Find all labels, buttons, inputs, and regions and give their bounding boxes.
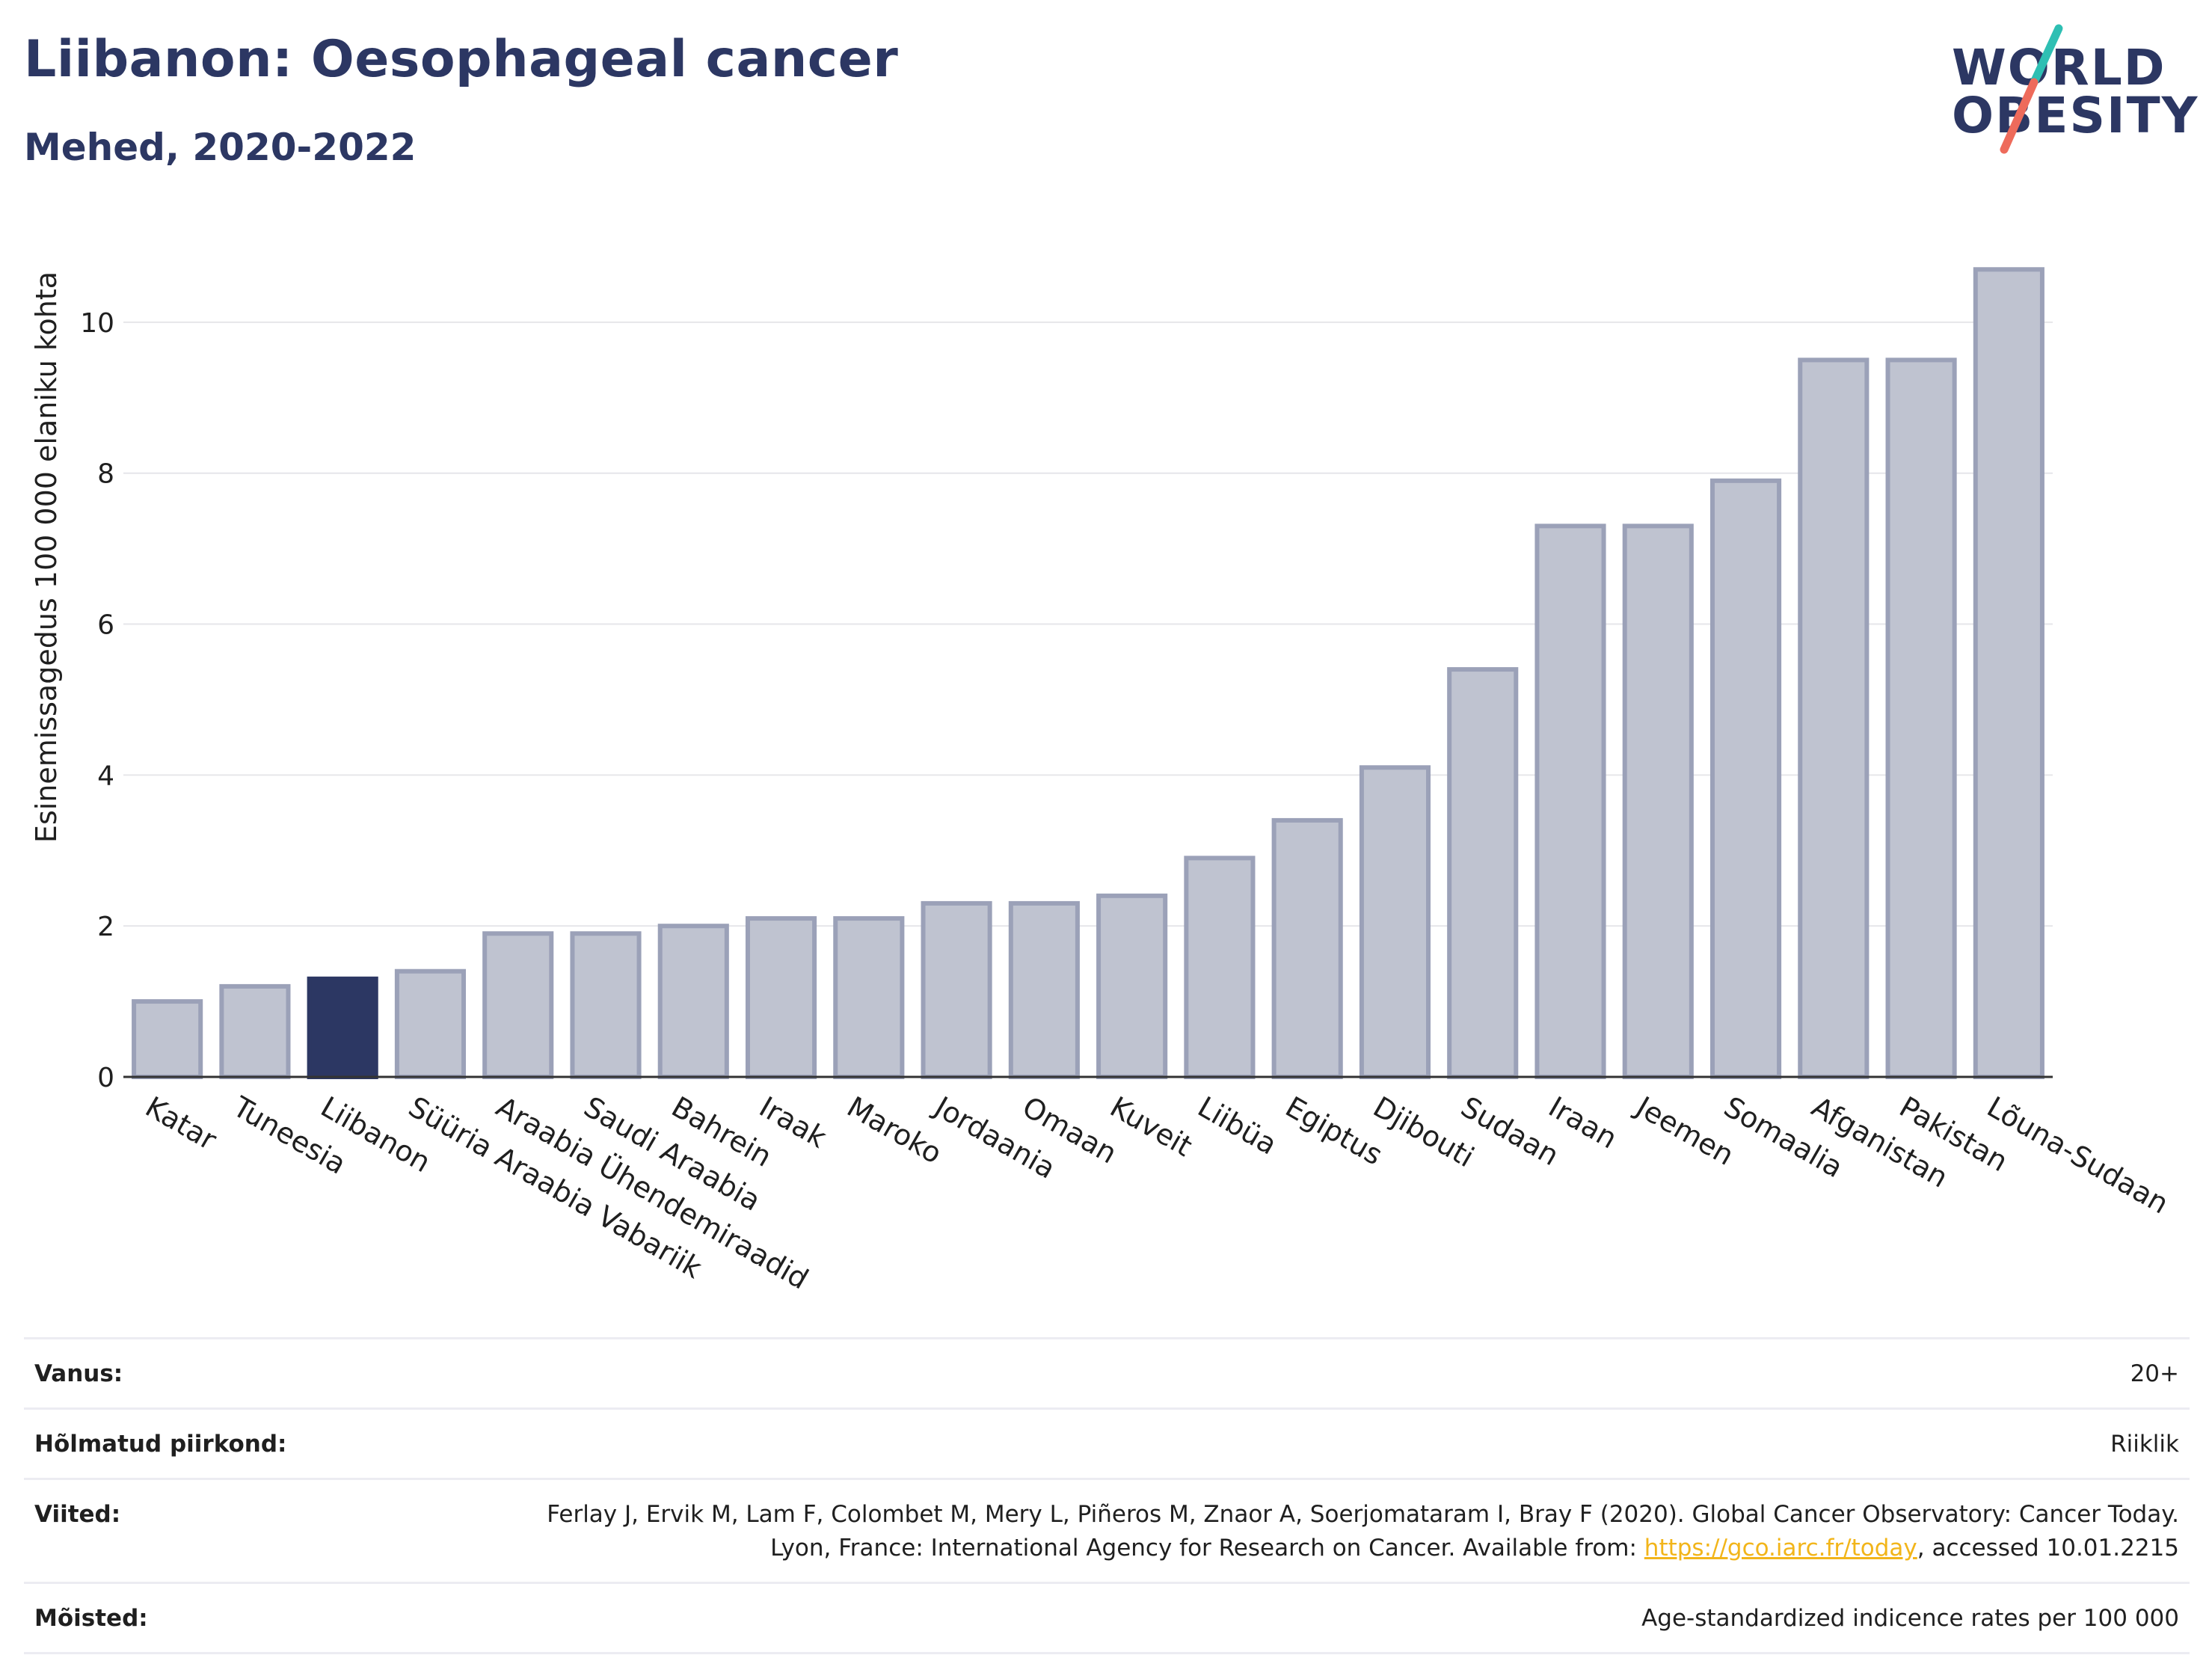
bar — [1359, 765, 1431, 1079]
bar — [921, 900, 992, 1080]
y-tick-label: 4 — [97, 761, 114, 791]
bars — [132, 267, 2044, 1080]
bar — [1709, 478, 1782, 1079]
info-value: 20+ — [2130, 1360, 2179, 1387]
logo-text-line2: OBESITY — [1952, 87, 2199, 144]
bar — [132, 999, 203, 1080]
reference-text: Ferlay J, Ervik M, Lam F, Colombet M, Me… — [547, 1500, 2179, 1562]
info-label: Hõlmatud piirkond: — [34, 1430, 287, 1458]
x-tick-label: Jeemen — [1629, 1090, 1739, 1172]
y-tick-label: 10 — [80, 308, 114, 339]
info-value-references: Ferlay J, Ervik M, Lam F, Colombet M, Me… — [494, 1479, 2190, 1582]
x-tick-label: Lõuna-Sudaan — [1982, 1090, 2174, 1220]
info-label: Vanus: — [34, 1360, 123, 1387]
bar — [482, 931, 554, 1079]
x-tick-label: Kuveit — [1105, 1090, 1198, 1163]
bar — [1096, 893, 1168, 1079]
y-tick-label: 8 — [97, 459, 114, 490]
info-label: Viited: — [34, 1500, 121, 1528]
world-obesity-logo: WORLD OBESITY — [1952, 22, 2199, 157]
bar — [219, 983, 291, 1079]
reference-accessed: , accessed 10.01.2215 — [1917, 1534, 2179, 1562]
bar — [1534, 523, 1606, 1079]
y-tick-label: 0 — [97, 1063, 114, 1093]
x-tick-label: Djibouti — [1368, 1090, 1480, 1174]
x-tick-label: Liibüa — [1192, 1090, 1282, 1161]
info-table: Vanus: 20+ Hõlmatud piirkond: Riiklik Vi… — [24, 1337, 2190, 1654]
bar — [1885, 357, 1957, 1079]
bar — [394, 968, 467, 1080]
chart-title: Liibanon: Oesophageal cancer — [24, 30, 899, 89]
y-axis-label: Esinemissagedus 100 000 elaniku kohta — [30, 271, 63, 843]
info-row-references: Viited: Ferlay J, Ervik M, Lam F, Colomb… — [24, 1479, 2190, 1582]
info-value: Riiklik — [2110, 1430, 2179, 1458]
bar — [570, 931, 642, 1079]
bar — [1973, 267, 2044, 1080]
x-tick-label: Katar — [140, 1090, 222, 1157]
reference-link[interactable]: https://gco.iarc.fr/today — [1644, 1534, 1917, 1562]
x-tick-label: Maroko — [841, 1090, 947, 1170]
bar — [1622, 523, 1694, 1079]
chart-subtitle: Mehed, 2020-2022 — [24, 126, 417, 169]
logo-slash-icon — [2000, 24, 2063, 154]
x-tick-label: Sudaan — [1455, 1090, 1564, 1173]
y-tick-label: 2 — [97, 912, 114, 942]
info-row-coverage: Hõlmatud piirkond: Riiklik — [24, 1408, 2190, 1479]
info-label: Mõisted: — [34, 1604, 148, 1632]
info-value: Age-standardized indicence rates per 100… — [1641, 1604, 2179, 1632]
info-row-definitions: Mõisted: Age-standardized indicence rate… — [24, 1582, 2190, 1654]
bar — [745, 916, 817, 1079]
bar — [657, 924, 729, 1079]
y-ticks: 0 2 4 6 8 10 — [80, 308, 114, 1093]
info-row-age: Vanus: 20+ — [24, 1338, 2190, 1409]
bar — [1271, 817, 1343, 1080]
bar — [1447, 667, 1519, 1079]
bar — [1798, 357, 1870, 1079]
bar — [1184, 856, 1256, 1079]
logo-text-line1: WORLD — [1952, 39, 2166, 96]
x-tick-label: Egiptus — [1280, 1090, 1389, 1172]
bar — [833, 916, 905, 1079]
bar — [1008, 900, 1080, 1080]
y-tick-label: 6 — [97, 610, 114, 641]
bar-highlighted — [307, 976, 378, 1080]
